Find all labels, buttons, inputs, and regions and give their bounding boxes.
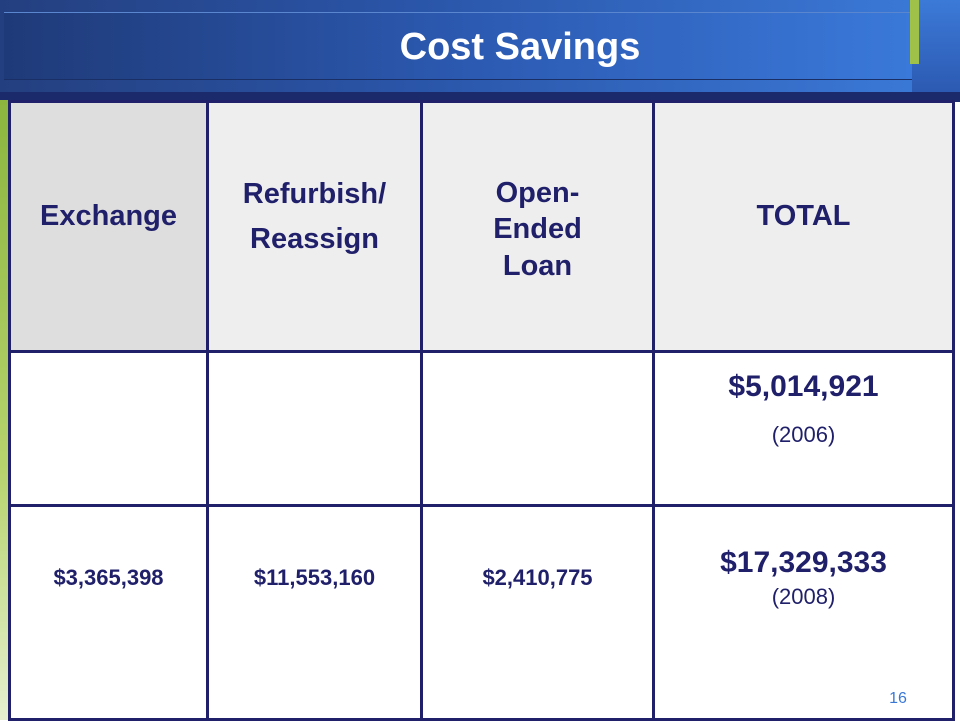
header-refurbish-reassign: Refurbish/ Reassign [206, 100, 423, 353]
accent-bar-right [910, 0, 919, 64]
total-year: (2008) [771, 583, 836, 609]
title-bar-corner [912, 0, 960, 92]
total-year: (2006) [771, 421, 836, 447]
header-row: Exchange Refurbish/ Reassign Open- Ended… [8, 100, 955, 353]
total-amount: $17,329,333 [720, 545, 887, 579]
header-exchange: Exchange [8, 100, 209, 353]
slide-title: Cost Savings [399, 26, 641, 68]
cell-open-ended [420, 350, 655, 507]
table-row: $5,014,921 (2006) [8, 350, 955, 507]
cell-total: $17,329,333 (2008) [652, 504, 955, 721]
cell-refurbish [206, 350, 423, 507]
title-divider [0, 92, 960, 102]
header-open-ended-loan: Open- Ended Loan [420, 100, 655, 353]
cell-total: $5,014,921 (2006) [652, 350, 955, 507]
page-number: 16 [889, 690, 907, 707]
cell-open-ended: $2,410,775 [420, 504, 655, 721]
title-bar-band [4, 12, 944, 80]
cell-exchange: $3,365,398 [8, 504, 209, 721]
cost-savings-table: Exchange Refurbish/ Reassign Open- Ended… [8, 100, 955, 721]
header-total: TOTAL [652, 100, 955, 353]
total-amount: $5,014,921 [728, 369, 879, 403]
cell-exchange [8, 350, 209, 507]
cell-refurbish: $11,553,160 [206, 504, 423, 721]
accent-bar-left [0, 100, 9, 720]
table-row: $3,365,398 $11,553,160 $2,410,775 $17,32… [8, 504, 955, 721]
